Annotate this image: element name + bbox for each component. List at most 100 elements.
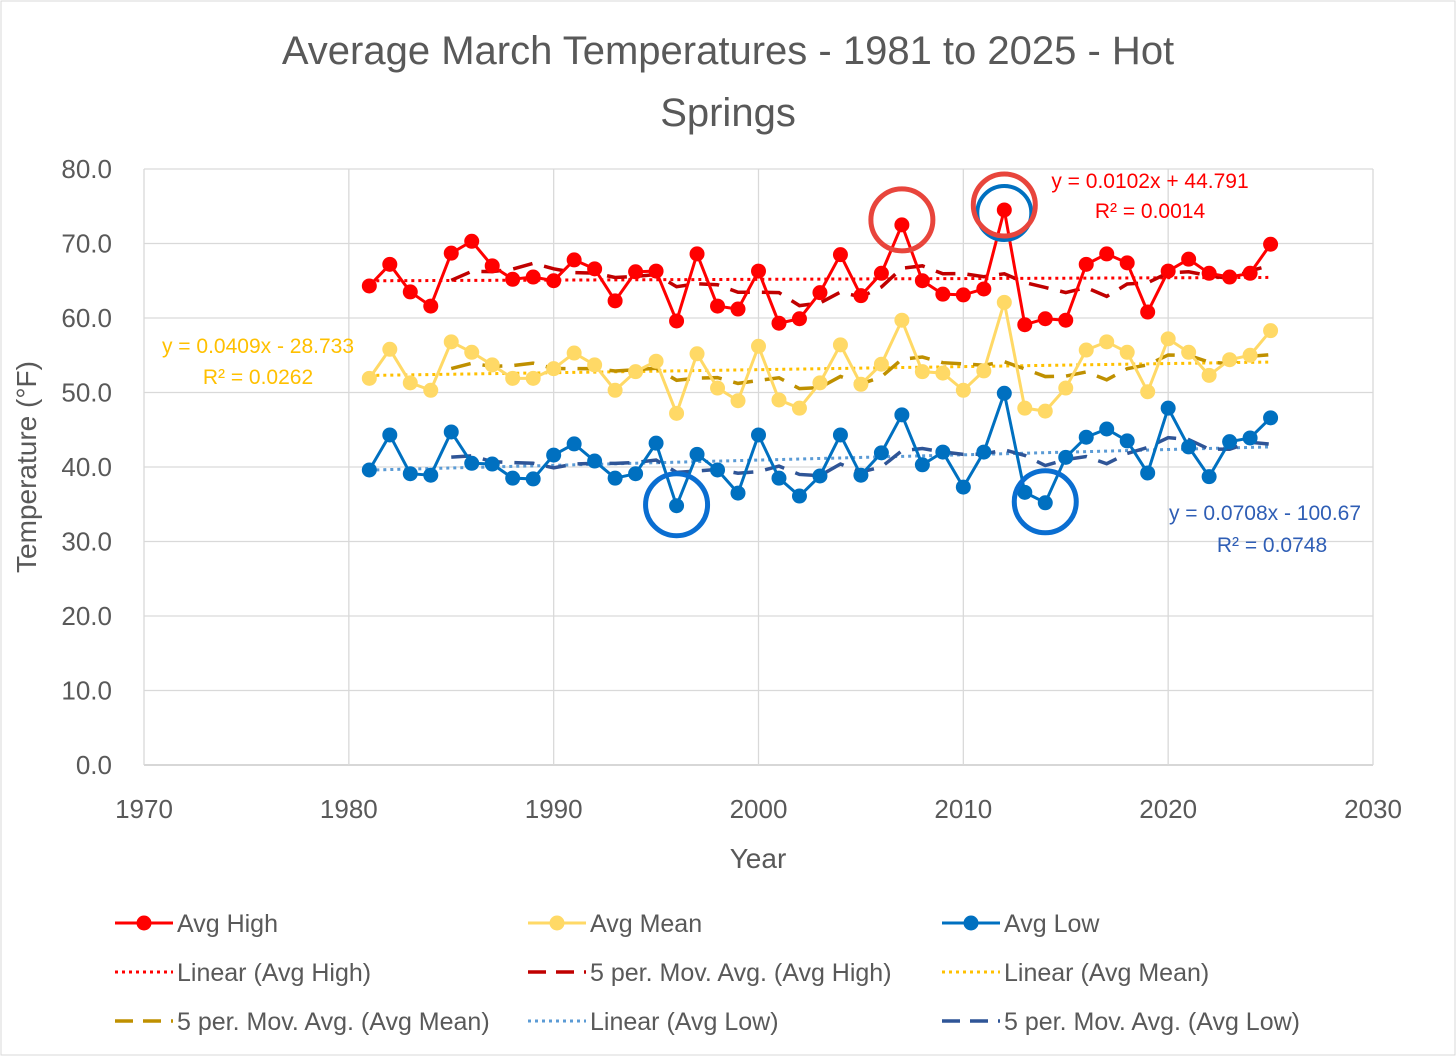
x-tick-label: 2020 <box>1139 794 1197 824</box>
data-point-avg-low <box>382 427 398 443</box>
data-point-avg-high <box>771 315 787 331</box>
data-point-avg-mean <box>1078 342 1094 358</box>
data-point-avg-low <box>443 424 459 440</box>
data-point-avg-high <box>525 269 541 285</box>
data-point-avg-mean <box>628 364 644 380</box>
data-point-avg-high <box>648 263 664 279</box>
data-point-avg-low <box>1037 495 1053 511</box>
data-point-avg-high <box>1160 263 1176 279</box>
data-point-avg-mean <box>1222 352 1238 368</box>
x-tick-label: 1990 <box>525 794 583 824</box>
data-point-avg-low <box>873 445 889 461</box>
data-point-avg-mean <box>1242 347 1258 363</box>
y-tick-label: 20.0 <box>61 601 112 631</box>
data-point-avg-mean <box>1181 344 1197 360</box>
data-point-avg-mean <box>832 337 848 353</box>
data-point-avg-high <box>1201 265 1217 281</box>
trend-r2-high: R² = 0.0014 <box>1095 200 1206 223</box>
data-point-avg-low <box>935 444 951 460</box>
chart-legend: Avg High Avg Mean Avg Low Linear (Avg High)… <box>115 910 1300 1036</box>
x-tick-label: 2030 <box>1344 794 1402 824</box>
data-point-avg-high <box>1222 269 1238 285</box>
data-point-avg-high <box>505 271 521 287</box>
data-point-avg-mean <box>443 334 459 350</box>
highlight-circle <box>970 171 1038 239</box>
data-point-avg-high <box>382 256 398 272</box>
data-point-avg-mean <box>1263 323 1279 339</box>
linear-trendline-avg-mean <box>369 360 1271 377</box>
data-point-avg-high <box>1181 251 1197 267</box>
data-point-avg-low <box>1201 469 1217 485</box>
legend-label: Linear (Avg High) <box>177 959 371 987</box>
data-point-avg-high <box>1017 317 1033 333</box>
data-point-avg-low <box>832 427 848 443</box>
data-point-avg-high <box>566 252 582 268</box>
data-point-avg-low <box>566 436 582 452</box>
data-point-avg-low <box>771 470 787 486</box>
data-point-avg-mean <box>525 370 541 386</box>
data-point-avg-low <box>1078 429 1094 445</box>
data-point-avg-mean <box>730 393 746 409</box>
data-point-avg-high <box>751 263 766 279</box>
data-point-avg-mean <box>505 370 521 386</box>
legend-label: 5 per. Mov. Avg. (Avg High) <box>590 959 892 987</box>
chart-title-line1: Average March Temperatures - 1981 to 202… <box>282 29 1174 73</box>
chart-title-line2: Springs <box>660 91 796 135</box>
data-point-avg-mean <box>1037 403 1053 419</box>
highlight-circle <box>868 186 936 254</box>
legend-item--per-mov-avg-avg-mean-: 5 per. Mov. Avg. (Avg Mean) <box>115 1008 490 1036</box>
data-point-avg-high <box>689 246 705 262</box>
legend-label: 5 per. Mov. Avg. (Avg Mean) <box>177 1008 490 1036</box>
x-tick-label: 1970 <box>115 794 173 824</box>
data-point-avg-low <box>505 470 521 486</box>
legend-item-avg-high: Avg High <box>115 910 278 938</box>
data-point-avg-high <box>996 202 1012 218</box>
legend-label: 5 per. Mov. Avg. (Avg Low) <box>1004 1008 1300 1036</box>
data-point-avg-low <box>791 488 807 504</box>
data-point-avg-low <box>525 471 541 487</box>
data-point-avg-mean <box>710 380 726 396</box>
data-point-avg-high <box>464 233 480 249</box>
data-point-avg-mean <box>853 376 869 392</box>
legend-item-linear-avg-high-: Linear (Avg High) <box>115 959 371 987</box>
linear-trendline-avg-low <box>369 445 1271 472</box>
legend-item-linear-avg-mean-: Linear (Avg Mean) <box>942 959 1209 987</box>
data-point-avg-mean <box>669 405 685 421</box>
x-tick-label: 2010 <box>934 794 992 824</box>
data-point-avg-low <box>587 453 603 469</box>
data-point-avg-low <box>464 455 480 471</box>
data-point-avg-low <box>402 466 418 482</box>
linear-trendline-avg-high <box>369 275 1271 283</box>
data-point-avg-high <box>607 293 623 309</box>
data-point-avg-mean <box>689 346 705 362</box>
legend-label: Avg High <box>177 910 278 938</box>
data-point-avg-mean <box>812 375 828 391</box>
data-point-avg-mean <box>935 365 951 381</box>
data-point-avg-high <box>669 313 685 329</box>
data-point-avg-mean <box>382 341 398 357</box>
highlight-circle <box>643 471 711 539</box>
legend-item-avg-mean: Avg Mean <box>528 910 702 938</box>
legend-marker-icon <box>136 915 152 931</box>
data-point-avg-high <box>730 301 746 317</box>
data-point-avg-mean <box>1201 367 1217 383</box>
data-point-avg-low <box>914 457 930 473</box>
data-point-avg-high <box>1140 304 1156 320</box>
data-point-avg-mean <box>546 361 562 377</box>
data-point-avg-high <box>1058 312 1074 328</box>
data-point-avg-mean <box>914 364 930 380</box>
y-axis-title: Temperature (°F) <box>11 361 42 573</box>
data-point-avg-mean <box>1099 334 1115 350</box>
data-point-avg-low <box>730 485 746 501</box>
data-point-avg-mean <box>873 356 889 372</box>
data-point-avg-low <box>1140 465 1156 481</box>
data-point-avg-low <box>1160 400 1176 416</box>
data-point-avg-mean <box>402 375 418 391</box>
data-point-avg-low <box>894 407 910 423</box>
data-point-avg-mean <box>996 294 1012 310</box>
data-point-avg-mean <box>1058 380 1074 396</box>
data-point-avg-mean <box>1160 331 1176 347</box>
legend-item-avg-low: Avg Low <box>942 910 1100 938</box>
trend-equation-mean: y = 0.0409x - 28.733 <box>162 335 354 358</box>
